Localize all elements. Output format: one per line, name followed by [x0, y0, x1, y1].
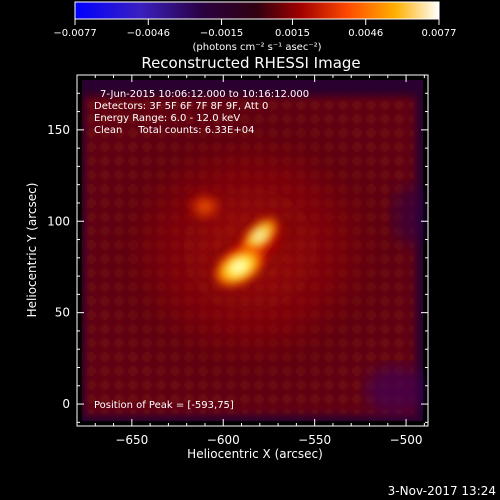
colorbar-tick-label: −0.0077 — [53, 28, 96, 39]
plot-frame — [76, 74, 429, 427]
annotation-peak-position: Position of Peak = [-593,75] — [94, 400, 234, 411]
colorbar-gradient — [74, 1, 440, 20]
colorbar-tick-label: 0.0015 — [275, 28, 310, 39]
y-tick-label: 50 — [55, 306, 70, 320]
y-axis-tick-labels: 0 50 100 150 — [47, 123, 70, 411]
annotation-detectors: Detectors: 3F 5F 6F 7F 8F 9F, Att 0 — [94, 101, 268, 112]
y-axis-ticks — [77, 92, 428, 423]
x-axis-tick-labels: −650 −600 −550 −500 — [115, 433, 422, 447]
x-tick-label: −500 — [390, 433, 423, 447]
colorbar-tick-label: 0.0046 — [348, 28, 383, 39]
colorbar-unit: (photons cm⁻² s⁻¹ asec⁻²) — [192, 42, 321, 53]
colorbar-tick-label: −0.0015 — [200, 28, 243, 39]
secondary-source — [182, 188, 227, 225]
heatmap-image — [82, 80, 428, 421]
colorbar-tick-labels: −0.0077 −0.0046 −0.0015 0.0015 0.0046 0.0077 — [53, 28, 456, 39]
x-axis-ticks — [94, 75, 425, 426]
y-tick-label: 150 — [47, 123, 70, 137]
colorbar-tick-label: 0.0077 — [422, 28, 457, 39]
chart-title: Reconstructed RHESSI Image — [141, 54, 360, 72]
colorbar: −0.0077 −0.0046 −0.0015 0.0015 0.0046 0.0077 … — [53, 1, 457, 53]
peak-source — [211, 244, 267, 290]
x-tick-label: −600 — [207, 433, 240, 447]
colorbar-tick-label: −0.0046 — [127, 28, 170, 39]
colorbar-ticks — [74, 19, 440, 25]
x-tick-label: −650 — [115, 433, 148, 447]
emission-sources — [182, 188, 300, 290]
annotation-clean-counts: Clean Total counts: 6.33E+04 — [94, 125, 254, 136]
x-tick-label: −550 — [298, 433, 331, 447]
y-tick-label: 0 — [62, 397, 70, 411]
plot-area: −650 −600 −550 −500 0 50 100 150 — [47, 74, 429, 447]
plot-timestamp: 3-Nov-2017 13:24 — [388, 484, 496, 498]
x-axis-label: Heliocentric X (arcsec) — [187, 447, 323, 461]
annotation-time-range: 7-Jun-2015 10:06:12.000 to 10:16:12.000 — [100, 89, 309, 100]
y-tick-label: 100 — [47, 214, 70, 228]
annotation-energy-range: Energy Range: 6.0 - 12.0 keV — [94, 113, 240, 124]
y-axis-label: Heliocentric Y (arcsec) — [25, 183, 39, 318]
